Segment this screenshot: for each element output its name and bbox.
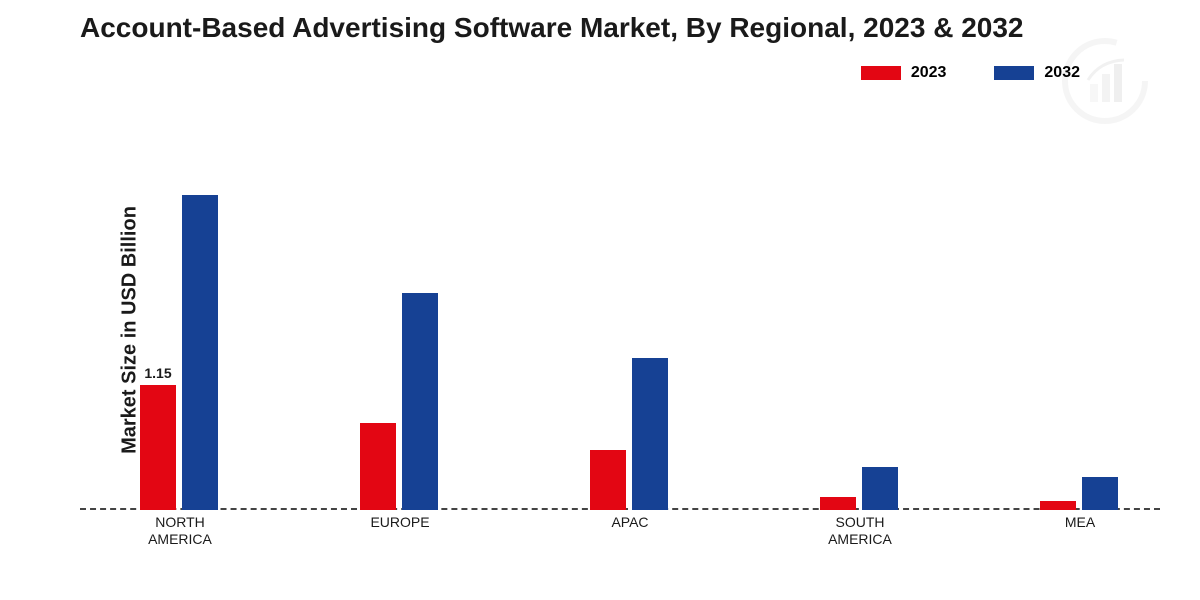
legend-swatch-2032 xyxy=(994,66,1034,80)
bar-value-label: 1.15 xyxy=(144,365,171,381)
bar-group xyxy=(340,130,460,510)
x-tick-label: NORTHAMERICA xyxy=(120,514,240,548)
plot-area: 1.15 xyxy=(80,130,1160,510)
x-tick-label: SOUTHAMERICA xyxy=(800,514,920,548)
chart-title: Account-Based Advertising Software Marke… xyxy=(80,12,1023,44)
bar-group xyxy=(1020,130,1140,510)
bar-2032 xyxy=(632,358,668,510)
bar-group xyxy=(570,130,690,510)
bar-2032 xyxy=(402,293,438,510)
legend-swatch-2023 xyxy=(861,66,901,80)
legend-label-2023: 2023 xyxy=(911,64,947,82)
bar-2023 xyxy=(590,450,626,510)
legend-label-2032: 2032 xyxy=(1044,64,1080,82)
bar-2032 xyxy=(182,195,218,510)
x-axis-labels: NORTHAMERICA EUROPE APAC SOUTHAMERICA MEA xyxy=(80,514,1160,574)
bar-2023: 1.15 xyxy=(140,385,176,510)
bar-group: 1.15 xyxy=(120,130,240,510)
bar-2023 xyxy=(820,497,856,510)
legend-item-2032: 2032 xyxy=(994,64,1080,82)
bar-2023 xyxy=(360,423,396,510)
bar-2023 xyxy=(1040,501,1076,510)
x-tick-label: APAC xyxy=(570,514,690,531)
x-tick-label: EUROPE xyxy=(340,514,460,531)
bar-2032 xyxy=(862,467,898,510)
legend: 2023 2032 xyxy=(861,64,1080,82)
bar-2032 xyxy=(1082,477,1118,510)
x-tick-label: MEA xyxy=(1020,514,1140,531)
bar-group xyxy=(800,130,920,510)
legend-item-2023: 2023 xyxy=(861,64,947,82)
